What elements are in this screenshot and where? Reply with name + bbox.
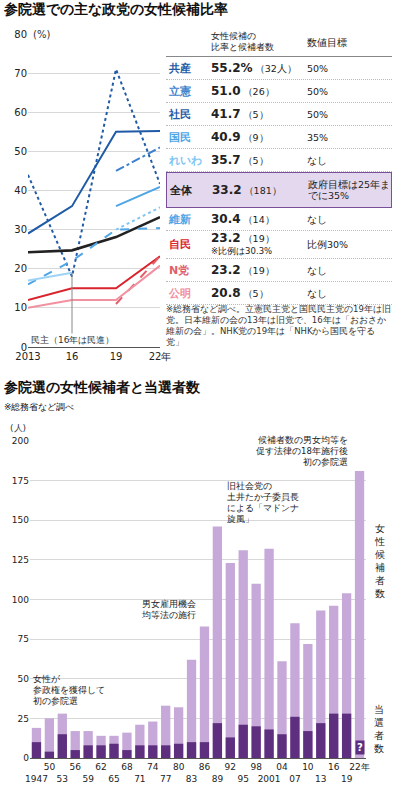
svg-text:74: 74	[147, 762, 159, 772]
html-text:なし: なし	[307, 213, 327, 225]
svg-text:当選者数: 当選者数	[374, 704, 384, 754]
html-text:数値目標: 数値目標	[307, 36, 347, 48]
svg-text:92: 92	[225, 762, 236, 772]
svg-text:98: 98	[250, 762, 262, 772]
svg-text:125: 125	[12, 555, 29, 565]
svg-text:53: 53	[57, 774, 68, 784]
svg-text:59: 59	[82, 774, 94, 784]
svg-text:40: 40	[14, 185, 27, 196]
svg-text:民主（16年は民進）: 民主（16年は民進）	[31, 335, 114, 345]
svg-text:04: 04	[276, 762, 288, 772]
svg-text:150: 150	[12, 515, 29, 525]
svg-text:30: 30	[14, 224, 27, 235]
html-text:20.8（5）: 20.8（5）	[211, 285, 269, 300]
svg-text:77: 77	[160, 774, 171, 784]
svg-text:?: ?	[357, 742, 363, 753]
svg-text:0: 0	[23, 753, 29, 763]
svg-text:22年: 22年	[149, 351, 172, 362]
html-text:50%: 50%	[307, 108, 329, 120]
svg-text:50: 50	[44, 762, 56, 772]
html-text:全体: 全体	[170, 183, 192, 197]
html-text:※比例は30.3%: ※比例は30.3%	[211, 246, 273, 256]
svg-text:50: 50	[18, 674, 30, 684]
svg-text:女性が参政権を獲得して初の参院選: 女性が参政権を獲得して初の参院選	[33, 674, 105, 706]
svg-text:71: 71	[134, 774, 145, 784]
svg-text:19: 19	[110, 351, 123, 362]
svg-text:95: 95	[238, 774, 249, 784]
svg-text:旧社会党の土井たか子委員長による「マドンナ旋風」: 旧社会党の土井たか子委員長による「マドンナ旋風」	[227, 481, 299, 524]
html-text:比率と候補者数: 比率と候補者数	[211, 42, 274, 52]
html-text:55.2%（32人）: 55.2%（32人）	[211, 60, 297, 75]
html-text:23.2（19）: 23.2（19）	[211, 231, 275, 245]
svg-text:参院選の女性候補者と当選者数※総務省など調べ: 参院選の女性候補者と当選者数※総務省など調べ	[3, 379, 201, 412]
html-text:女性候補の: 女性候補の	[211, 31, 256, 41]
svg-text:65: 65	[108, 774, 119, 784]
html-text:※総務省など調べ。立憲民主党と国民民主党の19年は旧党。日本: ※総務省など調べ。立憲民主党と国民民主党の19年は旧党。日本維新の会の13年は旧…	[166, 304, 391, 347]
html-text:41.7（5）: 41.7（5）	[211, 106, 269, 121]
html-text:自民: 自民	[169, 238, 191, 251]
html-text:N党: N党	[169, 263, 190, 277]
svg-text:25: 25	[18, 714, 29, 724]
svg-text:19: 19	[341, 774, 353, 784]
svg-text:75: 75	[18, 634, 29, 644]
svg-text:89: 89	[212, 774, 224, 784]
svg-text:62: 62	[95, 762, 106, 772]
svg-text:56: 56	[70, 762, 82, 772]
html-text:30.4（14）: 30.4（14）	[211, 211, 275, 226]
svg-text:16: 16	[328, 762, 340, 772]
svg-text:80: 80	[173, 762, 185, 772]
svg-text:07: 07	[289, 774, 300, 784]
html-text:50%: 50%	[307, 85, 329, 97]
svg-text:男女雇用機会均等法の施行: 男女雇用機会均等法の施行	[141, 599, 196, 620]
html-text:なし: なし	[307, 154, 327, 166]
svg-text:68: 68	[121, 762, 133, 772]
svg-text:1947: 1947	[25, 774, 48, 784]
svg-text:60: 60	[14, 107, 27, 118]
html-text:35%: 35%	[307, 131, 329, 143]
html-text:公明: 公明	[169, 286, 191, 300]
svg-text:50: 50	[14, 146, 27, 157]
svg-text:2001: 2001	[258, 774, 281, 784]
svg-text:83: 83	[186, 774, 197, 784]
html-text:40.9（9）: 40.9（9）	[211, 129, 269, 144]
svg-text:175: 175	[12, 476, 29, 486]
svg-text:100: 100	[12, 595, 29, 605]
svg-text:女性候補者数: 女性候補者数	[374, 523, 385, 599]
svg-text:80: 80	[14, 29, 27, 40]
html-text:51.0（26）: 51.0（26）	[211, 83, 275, 98]
html-text:国民: 国民	[169, 130, 191, 144]
svg-text:2013: 2013	[15, 351, 40, 362]
svg-text:16: 16	[66, 351, 79, 362]
svg-text:20: 20	[14, 263, 27, 274]
html-text:23.2（19）: 23.2（19）	[211, 262, 275, 277]
svg-text:13: 13	[315, 774, 326, 784]
svg-text:200: 200	[12, 436, 29, 446]
html-text:50%: 50%	[307, 62, 329, 74]
svg-text:(人): (人)	[10, 423, 26, 433]
svg-text:候補者数の男女均等を促す法律の18年施行後初の参院選: 候補者数の男女均等を促す法律の18年施行後初の参院選	[256, 435, 348, 467]
html-text:比例30%: 比例30%	[307, 239, 349, 250]
html-text:なし: なし	[307, 287, 327, 299]
html-text:共産: 共産	[169, 61, 191, 75]
svg-text:22年: 22年	[349, 762, 369, 772]
svg-text:参院選での主な政党の女性候補比率: 参院選での主な政党の女性候補比率	[3, 1, 228, 17]
html-text:維新: 維新	[169, 212, 191, 226]
svg-text:10: 10	[302, 762, 314, 772]
html-text:35.7（5）: 35.7（5）	[211, 152, 269, 167]
svg-text:0: 0	[21, 342, 27, 353]
svg-text:(%): (%)	[33, 29, 50, 40]
html-text:社民: 社民	[169, 107, 191, 121]
svg-text:10: 10	[14, 302, 27, 313]
html-text:政府目標は25年までに35%: 政府目標は25年までに35%	[308, 179, 391, 201]
svg-text:86: 86	[199, 762, 211, 772]
svg-text:70: 70	[14, 68, 27, 79]
html-text:33.2（181）: 33.2（181）	[212, 182, 282, 197]
html-text:なし: なし	[307, 264, 327, 276]
html-text:立憲: 立憲	[169, 84, 191, 98]
html-text:れいわ: れいわ	[169, 153, 202, 167]
